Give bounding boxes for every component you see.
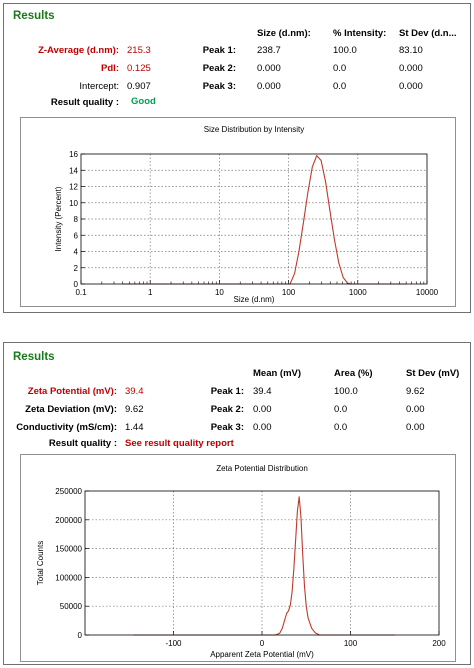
x-tick-label: 100 — [282, 288, 296, 297]
zeta-distribution-chart: Zeta Potential Distribution -100 0 100 200 0 5… — [20, 454, 456, 662]
y-tick-label: 14 — [69, 166, 78, 175]
zeta-deviation-label: Zeta Deviation (mV): — [25, 404, 117, 415]
pdi-label: PdI: — [101, 63, 119, 74]
y-tick-label: 8 — [74, 215, 79, 224]
peak-3-label: Peak 3: — [210, 422, 244, 433]
peak-2-mean: 0.00 — [253, 404, 272, 415]
peak-3-mean: 0.00 — [253, 422, 272, 433]
peak-1-area: 100.0 — [334, 386, 358, 397]
peak-2-area: 0.0 — [334, 404, 348, 415]
x-axis-label: Size (d.nm) — [234, 295, 275, 304]
peak-1-label: Peak 1: — [202, 45, 236, 56]
series-line — [122, 155, 407, 285]
plot-frame — [84, 490, 440, 636]
y-tick-label: 150000 — [55, 545, 82, 554]
intercept-label: Intercept: — [79, 81, 119, 92]
zeta-potential-value: 39.4 — [125, 386, 144, 397]
peak-2-stdev: 0.00 — [406, 404, 425, 415]
peak-1-intensity: 100.0 — [333, 45, 357, 56]
y-tick-label: 0 — [78, 631, 83, 640]
stdev-column-header: St Dev (mV) — [406, 368, 460, 379]
peak-3-size: 0.000 — [257, 81, 281, 92]
peak-1-label: Peak 1: — [210, 386, 244, 397]
results-title: Results — [13, 10, 55, 22]
peak-2-label: Peak 2: — [202, 63, 236, 74]
peak-1-stdev: 9.62 — [406, 386, 425, 397]
x-tick-label: 0.1 — [75, 288, 87, 297]
result-quality-value: Good — [131, 96, 156, 107]
y-tick-label: 12 — [69, 183, 78, 192]
z-average-value: 215.3 — [127, 45, 151, 56]
mean-column-header: Mean (mV) — [253, 368, 302, 379]
y-tick-label: 4 — [74, 248, 79, 257]
pdi-value: 0.125 — [127, 63, 151, 74]
x-tick-label: 10 — [215, 288, 224, 297]
x-tick-label: 1000 — [349, 288, 367, 297]
zeta-distribution-plot: Zeta Potential Distribution -100 0 100 200 0 5… — [36, 464, 446, 659]
peak-3-stdev: 0.00 — [406, 422, 425, 433]
result-quality-label: Result quality : — [50, 97, 119, 108]
intercept-value: 0.907 — [127, 81, 151, 92]
result-quality-report-link[interactable]: See result quality report — [125, 438, 234, 449]
results-title: Results — [13, 351, 55, 363]
size-results-panel: Results Size (d.nm): % Intensity: St Dev… — [3, 3, 471, 313]
area-column-header: Area (%) — [334, 368, 373, 379]
peak-3-label: Peak 3: — [202, 81, 236, 92]
y-tick-label: 100000 — [55, 573, 82, 582]
chart-title: Zeta Potential Distribution — [216, 464, 308, 473]
z-average-label: Z-Average (d.nm): — [38, 45, 119, 56]
x-tick-label: 200 — [432, 639, 446, 648]
peak-1-size: 238.7 — [257, 45, 281, 56]
y-axis-label: Total Counts — [36, 541, 45, 585]
zeta-potential-label: Zeta Potential (mV): — [27, 386, 117, 397]
y-tick-label: 6 — [74, 231, 79, 240]
zeta-deviation-value: 9.62 — [125, 404, 144, 415]
x-tick-label: 100 — [344, 639, 358, 648]
x-tick-label: 1 — [148, 288, 153, 297]
peak-2-intensity: 0.0 — [333, 63, 347, 74]
stdev-column-header: St Dev (d.n... — [399, 28, 457, 39]
y-tick-label: 200000 — [55, 516, 82, 525]
peak-1-mean: 39.4 — [253, 386, 272, 397]
x-axis-label: Apparent Zeta Potential (mV) — [210, 650, 314, 659]
chart-title: Size Distribution by Intensity — [204, 125, 305, 134]
conductivity-value: 1.44 — [125, 422, 144, 433]
x-tick-label: 0 — [260, 639, 265, 648]
intensity-column-header: % Intensity: — [333, 28, 387, 39]
y-axis-label: Intensity (Percent) — [54, 186, 63, 251]
result-quality-label: Result quality : — [48, 438, 117, 449]
size-distribution-chart: Size Distribution by Intensity 0.1 1 10 100 1… — [20, 117, 456, 307]
y-tick-label: 10 — [69, 199, 78, 208]
plot-frame — [80, 153, 428, 285]
y-tick-label: 2 — [74, 264, 79, 273]
peak-2-size: 0.000 — [257, 63, 281, 74]
series-line — [133, 496, 395, 636]
y-tick-label: 50000 — [60, 602, 83, 611]
peak-3-intensity: 0.0 — [333, 81, 347, 92]
x-tick-label: 10000 — [416, 288, 439, 297]
conductivity-label: Conductivity (mS/cm): — [16, 422, 117, 433]
y-tick-label: 250000 — [55, 487, 82, 496]
peak-1-stdev: 83.10 — [399, 45, 423, 56]
peak-3-stdev: 0.000 — [399, 81, 423, 92]
peak-3-area: 0.0 — [334, 422, 348, 433]
size-column-header: Size (d.nm): — [257, 28, 311, 39]
y-tick-label: 16 — [69, 150, 78, 159]
y-tick-label: 0 — [74, 280, 79, 289]
peak-2-label: Peak 2: — [210, 404, 244, 415]
peak-2-stdev: 0.000 — [399, 63, 423, 74]
x-tick-label: -100 — [165, 639, 182, 648]
zeta-results-panel: Results Mean (mV) Area (%) St Dev (mV) Z… — [3, 342, 471, 665]
